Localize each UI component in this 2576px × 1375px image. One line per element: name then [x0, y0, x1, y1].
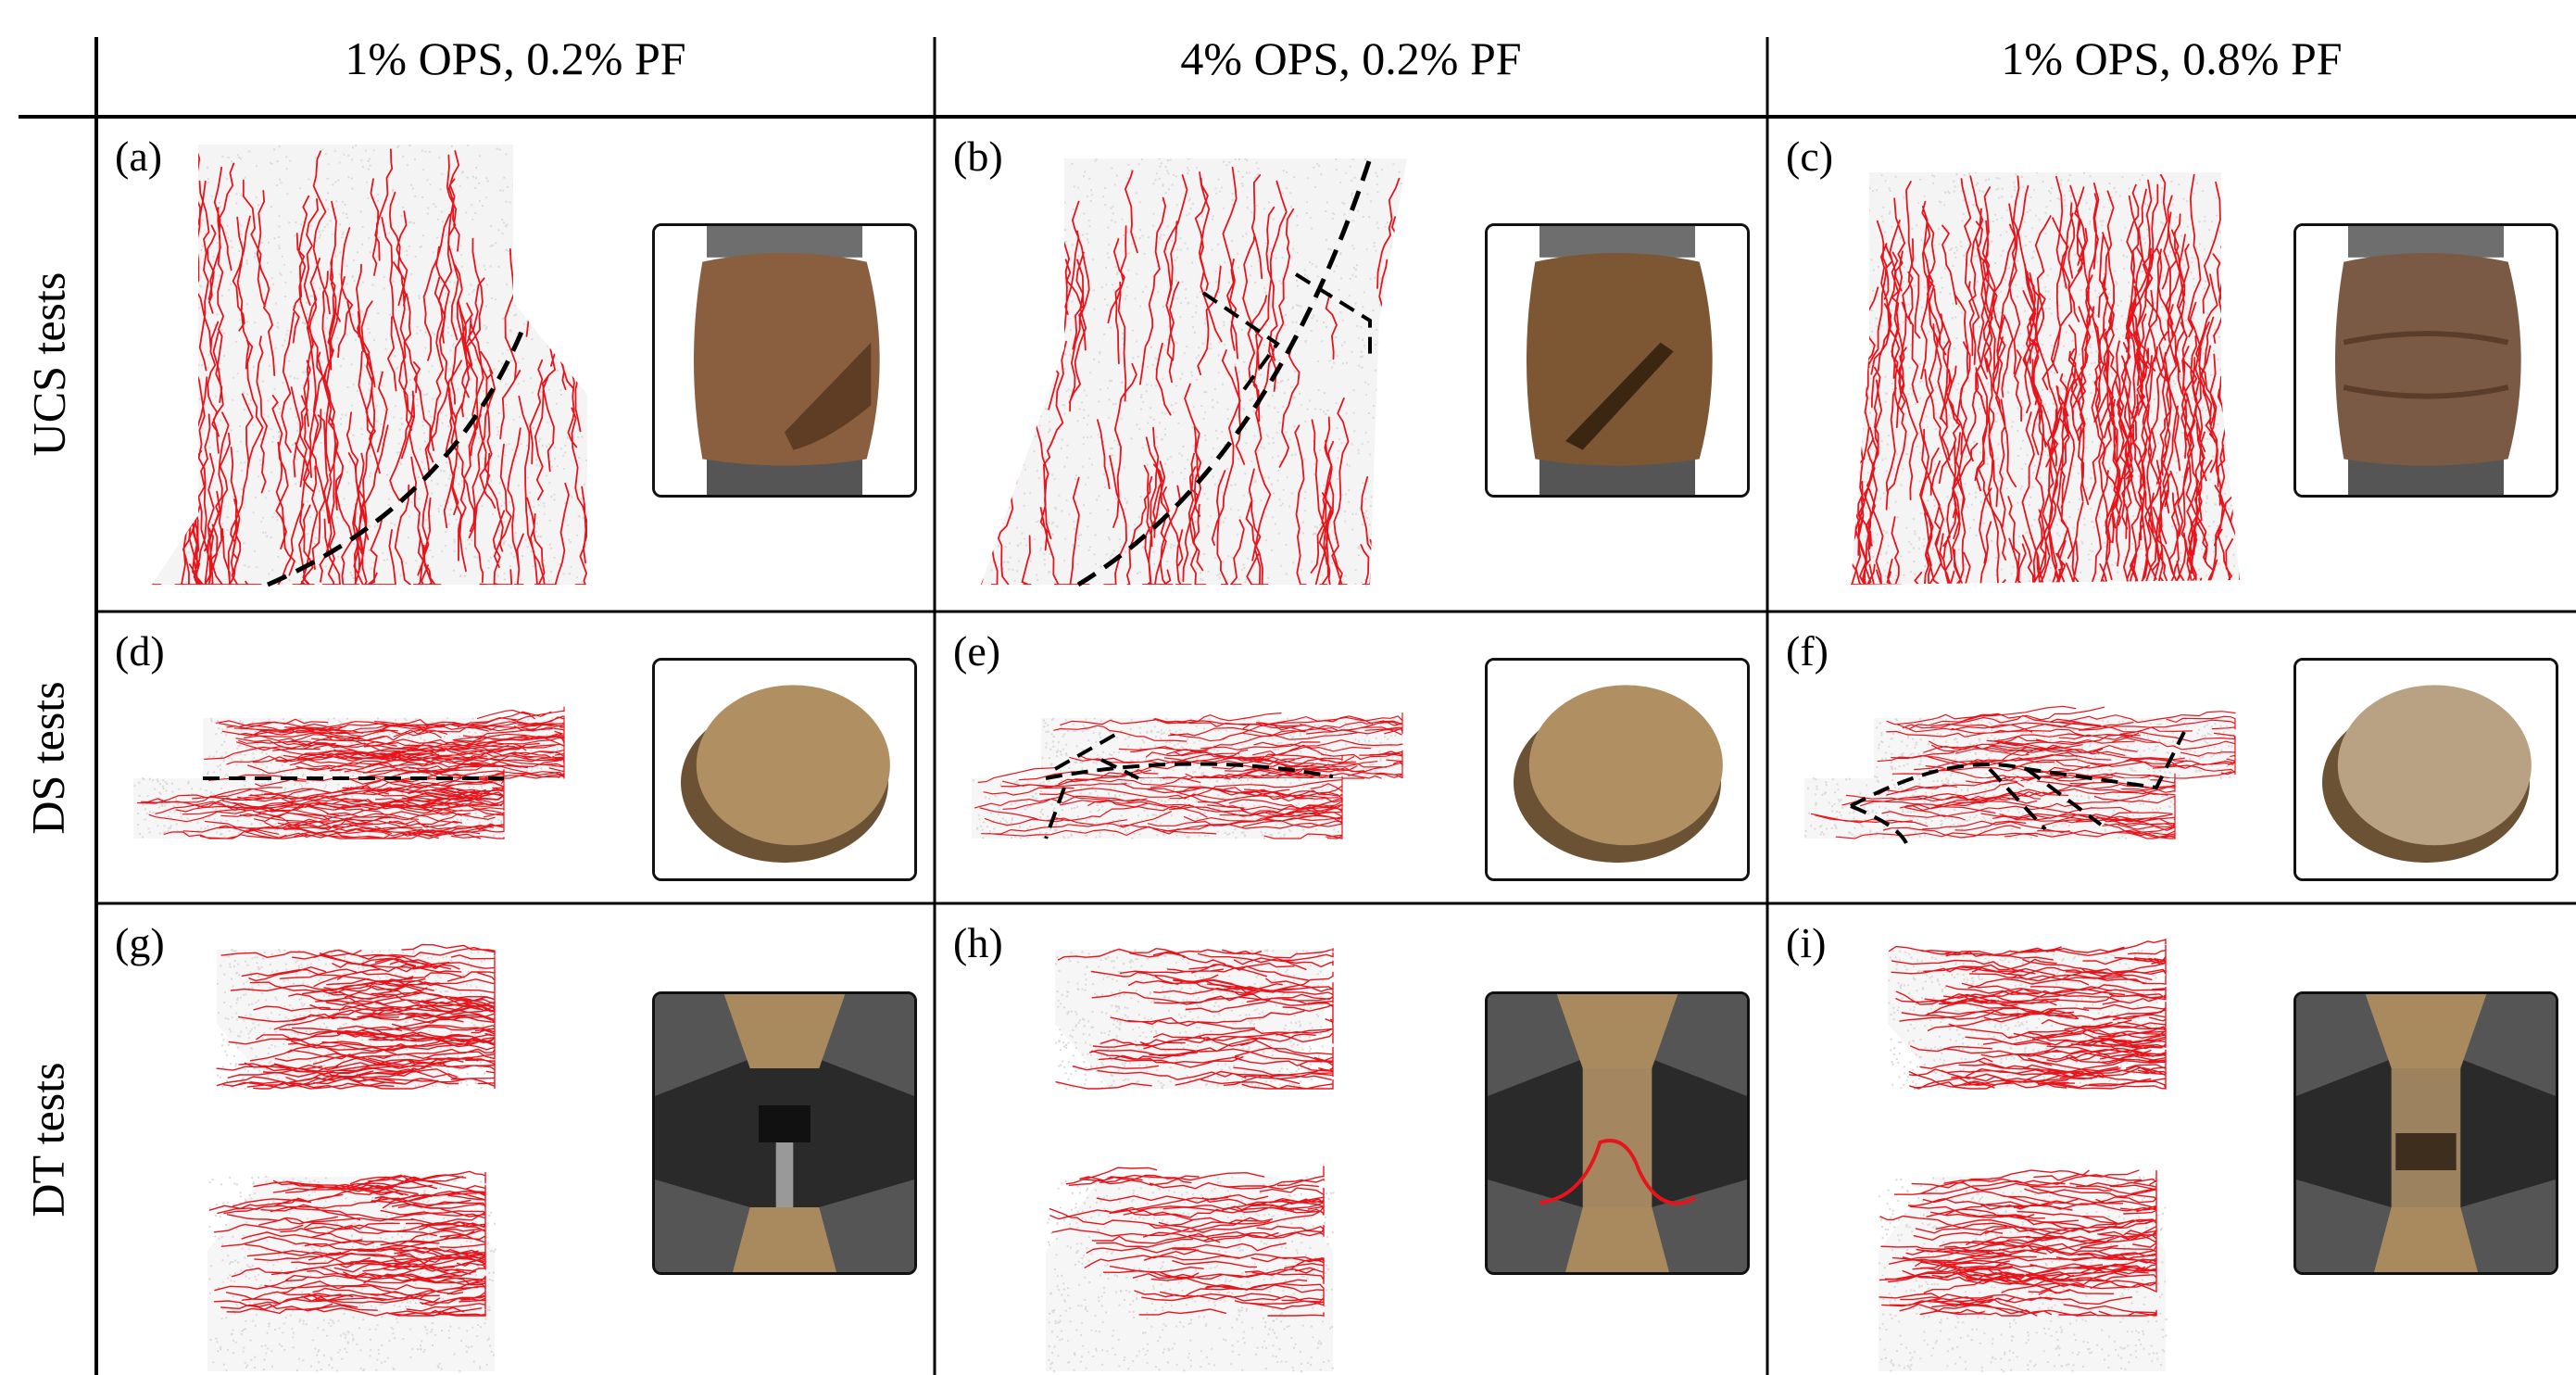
column-header-2: 4% OPS, 0.2% PF — [1180, 32, 1522, 84]
panel-label: (h) — [953, 919, 1003, 966]
panel-label: (i) — [1786, 919, 1827, 966]
panel-label: (a) — [115, 132, 163, 180]
specimen-photo — [2293, 223, 2558, 498]
panel-ds-1: (d) — [96, 612, 935, 903]
simulation-crack-map — [972, 712, 1404, 839]
panel-ds-3: (f) — [1767, 612, 2576, 903]
panel-label: (c) — [1786, 132, 1834, 180]
specimen-photo — [652, 991, 917, 1275]
specimen-photo — [2293, 991, 2558, 1275]
simulation-crack-map — [207, 943, 496, 1372]
panel-dt-2: (h) — [935, 903, 1767, 1375]
simulation-crack-map — [1879, 939, 2168, 1372]
panel-ucs-1: (a) — [96, 117, 935, 612]
panel-dt-1: (g) — [96, 903, 935, 1375]
simulation-crack-map — [981, 158, 1407, 587]
simulation-crack-map — [133, 706, 565, 839]
panel-label: (d) — [115, 627, 165, 675]
panel-label: (g) — [115, 919, 165, 966]
simulation-crack-map — [1046, 947, 1335, 1372]
simulation-crack-map — [1804, 705, 2236, 845]
panel-label: (e) — [953, 627, 1001, 675]
specimen-photo — [1485, 991, 1750, 1275]
simulation-crack-map — [152, 145, 587, 587]
row-label-ds: DS tests — [22, 680, 74, 835]
panel-ds-2: (e) — [935, 612, 1767, 903]
panel-ucs-2: (b) — [935, 117, 1767, 612]
specimen-photo — [2293, 658, 2558, 881]
panel-dt-3: (i) — [1767, 903, 2576, 1375]
panel-ucs-3: (c) — [1767, 117, 2576, 612]
specimen-photo — [652, 658, 917, 881]
column-header-3: 1% OPS, 0.8% PF — [2001, 32, 2343, 84]
specimen-photo — [1485, 658, 1750, 881]
panel-label: (f) — [1786, 627, 1828, 675]
simulation-crack-map — [1851, 172, 2240, 585]
specimen-photo — [652, 223, 917, 498]
row-label-dt: DT tests — [22, 1061, 75, 1217]
panel-label: (b) — [953, 132, 1003, 180]
row-label-ucs: UCS tests — [22, 271, 75, 457]
column-header-1: 1% OPS, 0.2% PF — [345, 32, 686, 84]
specimen-photo — [1485, 223, 1750, 498]
